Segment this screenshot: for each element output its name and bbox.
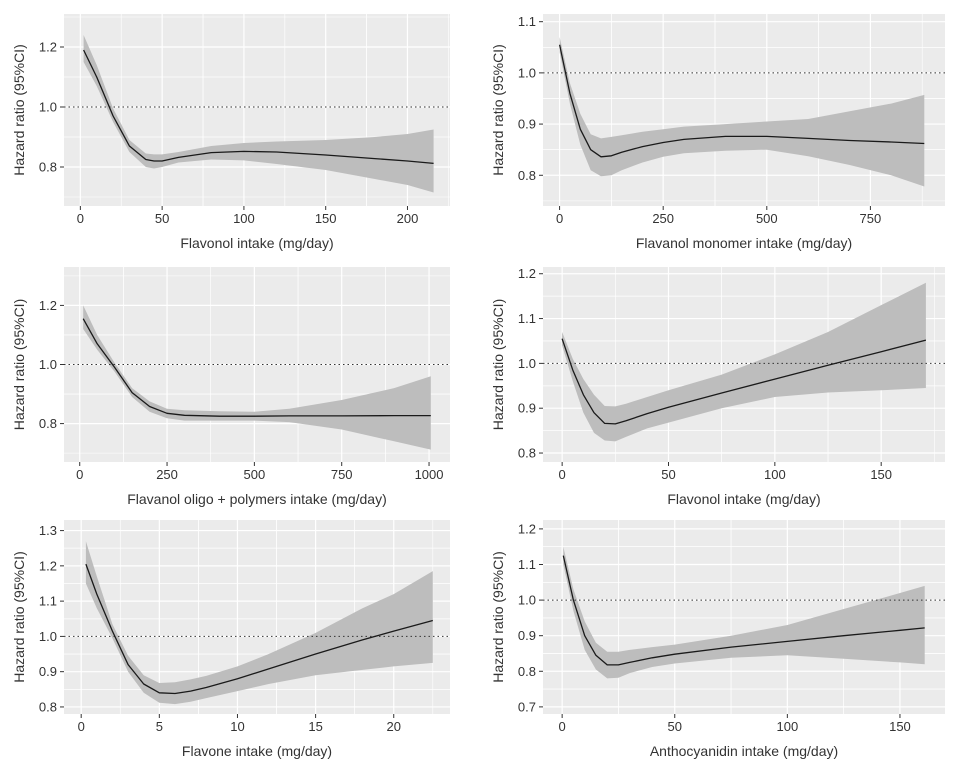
y-tick-label: 1.2 <box>39 298 57 313</box>
y-tick-label: 1.0 <box>518 593 536 608</box>
hazard-curve-line <box>82 318 431 417</box>
y-axis-title: Hazard ratio (95%CI) <box>11 551 27 683</box>
y-axis-title: Hazard ratio (95%CI) <box>11 299 27 431</box>
y-tick-label: 1.1 <box>39 594 57 609</box>
x-tick-label: 50 <box>668 719 682 734</box>
y-tick-label: 0.9 <box>39 664 57 679</box>
x-tick-label: 250 <box>156 467 178 482</box>
y-axis-title: Hazard ratio (95%CI) <box>490 551 506 683</box>
x-axis-title: Flavanol oligo + polymers intake (mg/day… <box>127 491 387 507</box>
x-axis-title: Flavonol intake (mg/day) <box>180 235 333 251</box>
x-axis-title: Flavonol intake (mg/day) <box>667 491 820 507</box>
x-axis-title: Flavanol monomer intake (mg/day) <box>636 235 852 251</box>
y-tick-label: 1.0 <box>39 357 57 372</box>
confidence-band <box>559 37 925 187</box>
x-tick-label: 500 <box>244 467 266 482</box>
hazard-curve-line <box>562 555 925 666</box>
confidence-band <box>563 546 925 679</box>
y-tick-label: 0.7 <box>518 699 536 714</box>
confidence-band <box>83 35 434 193</box>
hazard-curve-line <box>558 44 925 158</box>
x-tick-label: 50 <box>661 467 675 482</box>
x-tick-label: 20 <box>387 719 401 734</box>
y-tick-label: 0.8 <box>39 160 57 175</box>
y-tick-label: 0.9 <box>518 117 536 132</box>
y-tick-label: 1.0 <box>39 100 57 115</box>
x-tick-label: 750 <box>331 467 353 482</box>
y-tick-label: 1.2 <box>39 558 57 573</box>
y-tick-label: 1.1 <box>518 14 536 29</box>
x-tick-label: 500 <box>756 211 778 226</box>
x-tick-label: 150 <box>889 719 911 734</box>
chart-panel-3: 0 250 500 750 1000 0.8 1.0 1.2 Flavanol oligo + … <box>11 267 450 507</box>
x-tick-label: 100 <box>233 211 255 226</box>
y-tick-label: 1.1 <box>518 557 536 572</box>
x-tick-label: 10 <box>230 719 244 734</box>
y-tick-label: 1.3 <box>39 523 57 538</box>
x-tick-label: 0 <box>559 467 566 482</box>
x-axis-title: Flavone intake (mg/day) <box>182 743 332 759</box>
y-axis-title: Hazard ratio (95%CI) <box>490 44 506 176</box>
confidence-band <box>85 541 433 705</box>
x-tick-label: 0 <box>76 467 83 482</box>
x-tick-label: 200 <box>397 211 419 226</box>
confidence-band <box>562 282 926 442</box>
x-tick-label: 100 <box>764 467 786 482</box>
x-tick-label: 0 <box>559 719 566 734</box>
y-tick-label: 0.8 <box>39 699 57 714</box>
y-axis-title: Hazard ratio (95%CI) <box>11 44 27 176</box>
chart-panel-1: 0 50 100 150 200 0.8 1.0 1.2 Flavonol intake (mg… <box>11 14 450 251</box>
y-tick-label: 0.8 <box>518 446 536 461</box>
chart-panel-5: 0 5 10 15 20 0.8 0.9 1.0 1.1 1.2 1.3 Flavone intake… <box>11 520 450 759</box>
x-tick-label: 0 <box>78 719 85 734</box>
y-tick-label: 1.0 <box>518 65 536 80</box>
hazard-curve-line <box>85 563 433 695</box>
y-tick-label: 0.8 <box>518 168 536 183</box>
x-tick-label: 15 <box>308 719 322 734</box>
x-tick-label: 0 <box>77 211 84 226</box>
chart-panel-6: 0 50 100 150 0.7 0.8 0.9 1.0 1.1 1.2 Anthocyanidin… <box>490 520 945 759</box>
y-tick-label: 1.0 <box>518 356 536 371</box>
y-axis-title: Hazard ratio (95%CI) <box>490 299 506 431</box>
x-tick-label: 250 <box>652 211 674 226</box>
x-tick-label: 1000 <box>415 467 444 482</box>
x-tick-label: 5 <box>156 719 163 734</box>
y-tick-label: 1.0 <box>39 629 57 644</box>
hazard-curve-line <box>561 338 927 425</box>
x-tick-label: 100 <box>777 719 799 734</box>
y-tick-label: 1.2 <box>518 521 536 536</box>
x-tick-label: 150 <box>870 467 892 482</box>
y-tick-label: 1.2 <box>518 266 536 281</box>
y-tick-label: 0.9 <box>518 628 536 643</box>
x-tick-label: 750 <box>860 211 882 226</box>
y-tick-label: 0.9 <box>518 401 536 416</box>
x-tick-label: 150 <box>315 211 337 226</box>
x-tick-label: 0 <box>556 211 563 226</box>
chart-panel-4: 0 50 100 150 0.8 0.9 1.0 1.1 1.2 Flavonol intake … <box>490 266 945 507</box>
x-axis-title: Anthocyanidin intake (mg/day) <box>650 743 838 759</box>
hazard-curve-line <box>83 49 434 165</box>
y-tick-label: 1.2 <box>39 40 57 55</box>
y-tick-label: 0.8 <box>518 664 536 679</box>
y-tick-label: 1.1 <box>518 311 536 326</box>
x-tick-label: 50 <box>155 211 169 226</box>
y-tick-label: 0.8 <box>39 416 57 431</box>
chart-panel-2: 0 250 500 750 0.8 0.9 1.0 1.1 Flavanol monomer i… <box>490 14 945 251</box>
